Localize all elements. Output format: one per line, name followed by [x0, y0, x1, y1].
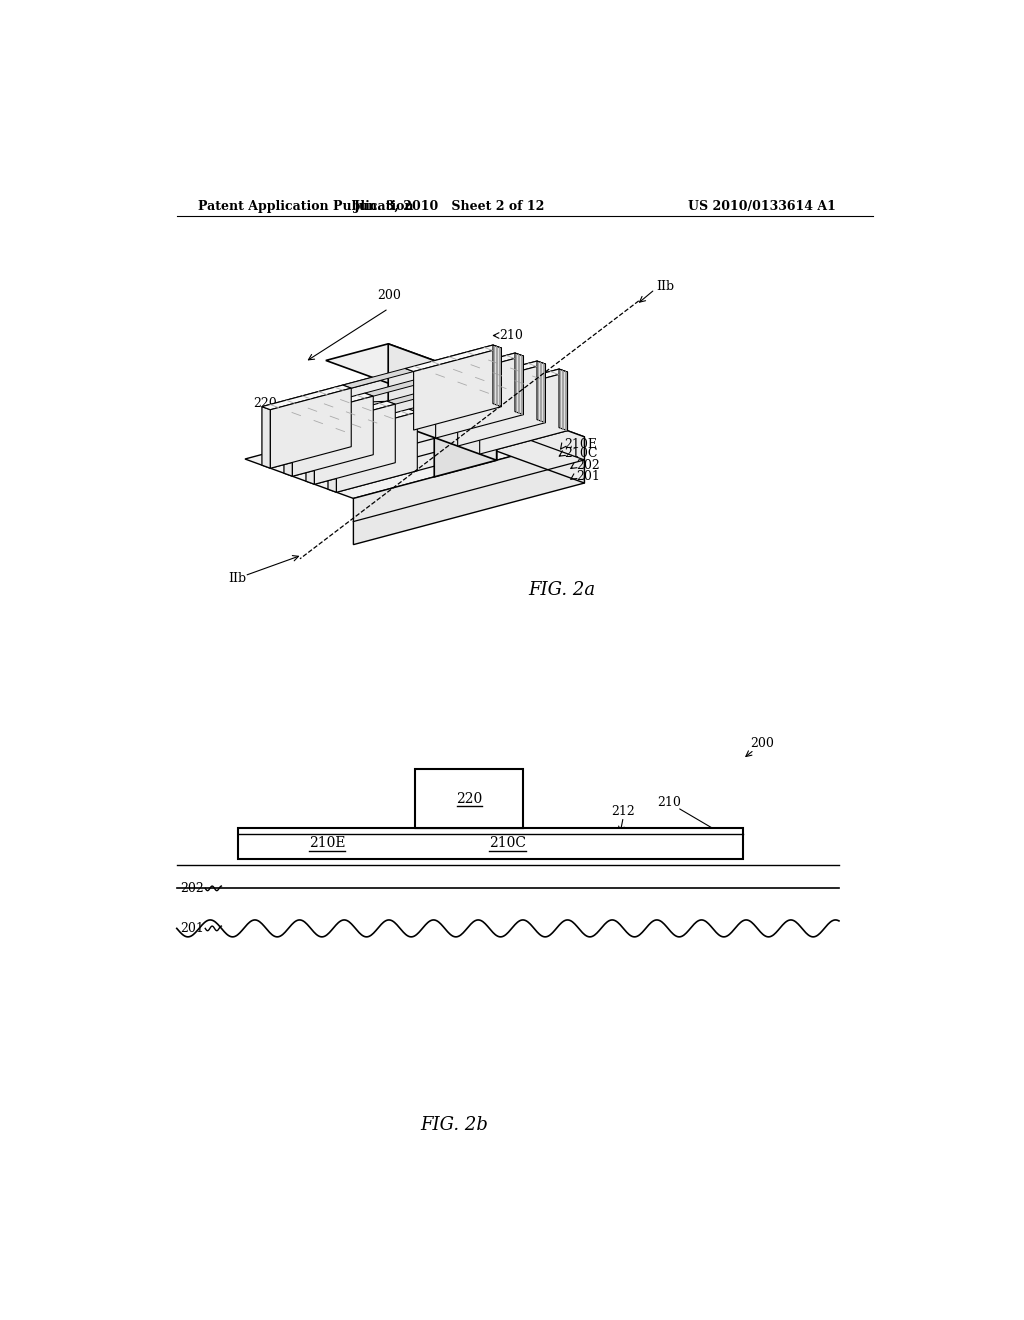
Polygon shape	[262, 385, 351, 409]
Text: Patent Application Publication: Patent Application Publication	[199, 199, 414, 213]
Bar	[416, 770, 523, 829]
Polygon shape	[515, 352, 523, 414]
Polygon shape	[537, 362, 546, 422]
Polygon shape	[435, 356, 523, 438]
Text: 201: 201	[180, 921, 204, 935]
Polygon shape	[353, 437, 585, 545]
Polygon shape	[284, 414, 293, 477]
Polygon shape	[270, 388, 351, 469]
Polygon shape	[328, 370, 567, 434]
Polygon shape	[293, 356, 523, 477]
Text: 210C: 210C	[489, 836, 526, 850]
Text: 210E: 210E	[564, 438, 597, 451]
Polygon shape	[388, 343, 497, 461]
Text: FIG. 2b: FIG. 2b	[420, 1115, 487, 1134]
Polygon shape	[450, 362, 546, 388]
Polygon shape	[427, 352, 523, 380]
Polygon shape	[328, 409, 418, 434]
Text: 200: 200	[377, 289, 400, 302]
Polygon shape	[337, 372, 567, 492]
Polygon shape	[559, 370, 567, 430]
Polygon shape	[387, 384, 458, 404]
Text: 220: 220	[457, 792, 482, 805]
Text: 220: 220	[253, 397, 276, 409]
Polygon shape	[314, 404, 395, 484]
Polygon shape	[262, 345, 502, 409]
Text: 202: 202	[180, 882, 204, 895]
Polygon shape	[343, 368, 414, 388]
Text: 210: 210	[657, 796, 682, 809]
Text: 210: 210	[500, 329, 523, 342]
Text: 201: 201	[575, 470, 600, 483]
Polygon shape	[414, 348, 502, 430]
Polygon shape	[306, 401, 395, 426]
Polygon shape	[365, 376, 435, 396]
Polygon shape	[270, 348, 502, 469]
Polygon shape	[284, 393, 374, 417]
Text: Jun. 3, 2010   Sheet 2 of 12: Jun. 3, 2010 Sheet 2 of 12	[354, 199, 546, 213]
Text: 210C: 210C	[564, 446, 598, 459]
Polygon shape	[328, 430, 337, 492]
Polygon shape	[434, 383, 497, 477]
Polygon shape	[476, 397, 585, 483]
Text: 210E: 210E	[308, 836, 345, 850]
Text: IIb: IIb	[228, 572, 246, 585]
Polygon shape	[326, 343, 497, 400]
Polygon shape	[409, 392, 479, 412]
Polygon shape	[314, 364, 546, 484]
Polygon shape	[493, 345, 502, 407]
Polygon shape	[262, 407, 270, 469]
Polygon shape	[337, 412, 418, 492]
Polygon shape	[458, 364, 546, 446]
Polygon shape	[479, 372, 567, 454]
Polygon shape	[406, 345, 502, 371]
Polygon shape	[245, 397, 585, 499]
Text: 200: 200	[750, 737, 774, 750]
Text: 212: 212	[611, 805, 635, 818]
Text: US 2010/0133614 A1: US 2010/0133614 A1	[688, 199, 836, 213]
Text: IIb: IIb	[656, 280, 675, 293]
Polygon shape	[306, 362, 546, 426]
Polygon shape	[293, 396, 374, 477]
Polygon shape	[471, 370, 567, 396]
Text: 202: 202	[575, 459, 600, 471]
Polygon shape	[306, 422, 314, 484]
Text: FIG. 2a: FIG. 2a	[528, 581, 595, 598]
Bar	[239, 829, 742, 859]
Polygon shape	[284, 352, 523, 417]
